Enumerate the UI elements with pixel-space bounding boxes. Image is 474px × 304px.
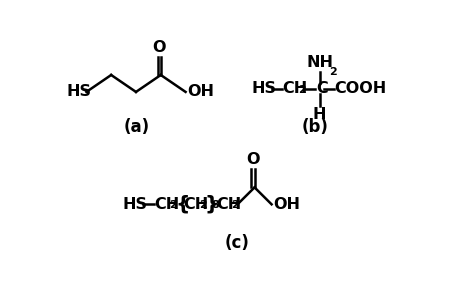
Text: CH: CH bbox=[154, 197, 179, 212]
Text: 2: 2 bbox=[169, 201, 177, 210]
Text: {: { bbox=[175, 195, 190, 214]
Text: CH: CH bbox=[216, 197, 241, 212]
Text: NH: NH bbox=[306, 55, 333, 70]
Text: HS: HS bbox=[67, 85, 92, 99]
Text: 2: 2 bbox=[231, 201, 239, 210]
Text: 2: 2 bbox=[298, 85, 306, 95]
Text: O: O bbox=[153, 40, 166, 55]
Text: OH: OH bbox=[187, 85, 214, 99]
Text: }: } bbox=[204, 195, 219, 214]
Text: HS: HS bbox=[123, 197, 148, 212]
Text: (a): (a) bbox=[124, 118, 150, 136]
Text: H: H bbox=[313, 107, 327, 122]
Text: (c): (c) bbox=[225, 234, 250, 252]
Text: 2: 2 bbox=[329, 67, 337, 77]
Text: CH: CH bbox=[283, 81, 308, 96]
Text: 8: 8 bbox=[211, 201, 219, 210]
Text: C: C bbox=[316, 81, 328, 96]
Text: (b): (b) bbox=[301, 118, 328, 136]
Text: HS: HS bbox=[251, 81, 276, 96]
Text: COOH: COOH bbox=[334, 81, 387, 96]
Text: 2: 2 bbox=[199, 201, 207, 210]
Text: OH: OH bbox=[273, 197, 300, 212]
Text: O: O bbox=[246, 152, 260, 168]
Text: CH: CH bbox=[183, 197, 209, 212]
